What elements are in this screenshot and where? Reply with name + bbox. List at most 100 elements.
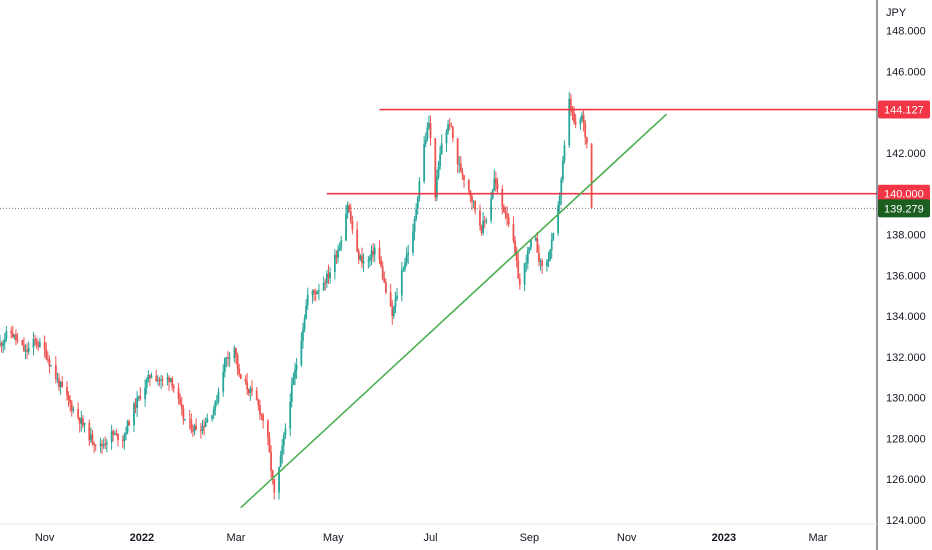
candle-body [13, 334, 16, 338]
candle [346, 201, 349, 219]
candle-body [568, 98, 571, 146]
candle-body [372, 250, 375, 255]
candle-body [526, 250, 529, 264]
candle [463, 174, 465, 188]
candle-body [246, 381, 249, 390]
candle-body [402, 269, 405, 271]
time-tick-label: Nov [617, 532, 637, 544]
candle-body [404, 262, 406, 270]
candle [179, 393, 182, 406]
candle-body [192, 430, 194, 432]
candle [102, 438, 105, 449]
price-tick-label: 146.000 [886, 66, 926, 78]
candle [247, 388, 250, 396]
candle [78, 417, 81, 433]
candle-body [483, 220, 486, 222]
candle [56, 372, 59, 384]
candle-body [549, 250, 552, 260]
candle [552, 232, 555, 242]
candle [404, 257, 406, 273]
candle-body [16, 339, 19, 341]
candle-body [585, 136, 588, 144]
candle [316, 290, 319, 295]
candle-body [590, 143, 593, 208]
candle-body [303, 318, 306, 330]
candle [82, 414, 84, 429]
candle-body [405, 254, 408, 263]
time-axis[interactable]: Nov 2022 Mar May Jul Sep Nov 2023 Mar [35, 532, 828, 544]
candle-body [415, 208, 418, 219]
candle-body [302, 329, 304, 341]
candle [58, 373, 60, 392]
candle [303, 314, 306, 333]
candle [59, 380, 62, 395]
candle-body [318, 290, 320, 292]
candle-body [367, 260, 370, 262]
candle-body [78, 417, 81, 424]
candle [184, 418, 186, 422]
candle [38, 338, 41, 349]
candle-body [284, 428, 287, 436]
candle-body [182, 408, 185, 420]
candle [268, 431, 271, 453]
time-tick-label: May [323, 532, 344, 544]
candle [507, 213, 510, 228]
candle [37, 340, 40, 352]
candle [389, 283, 392, 307]
candle-body [560, 179, 563, 197]
candle-body [247, 389, 250, 394]
candle [383, 271, 386, 284]
candle [0, 341, 3, 353]
candle [574, 114, 577, 129]
candle-body [137, 395, 140, 398]
candle [558, 192, 561, 213]
candle-body [362, 260, 365, 264]
candle-body [445, 132, 448, 144]
candle-body [333, 254, 336, 273]
candle [91, 429, 94, 446]
candle-body [389, 292, 392, 307]
candle [402, 266, 405, 272]
candle-body [351, 220, 354, 230]
candle [27, 341, 30, 355]
candle-body [311, 290, 314, 295]
candle [361, 247, 363, 269]
candle [26, 343, 29, 360]
candle [262, 412, 264, 429]
candle [266, 418, 269, 446]
candle-body [217, 391, 220, 402]
candle [550, 232, 553, 259]
candle-body [161, 379, 164, 381]
candle [359, 254, 362, 262]
candle [270, 445, 272, 479]
candle [362, 253, 365, 273]
time-tick-label: 2023 [712, 532, 736, 544]
candle [137, 395, 140, 402]
candle [228, 352, 231, 367]
candle-body [46, 358, 49, 360]
candle-body [571, 109, 574, 113]
time-tick-label: Mar [227, 532, 246, 544]
candle [413, 216, 416, 241]
candle-body [113, 433, 116, 435]
candle [461, 167, 464, 181]
candle-body [584, 123, 587, 137]
candle-body [450, 125, 453, 127]
candle-body [485, 220, 488, 222]
candles-layer [0, 91, 593, 500]
support-trendline[interactable] [240, 113, 668, 509]
candle [439, 145, 441, 171]
candle [128, 419, 131, 426]
candle [193, 423, 196, 436]
candle-body [479, 210, 481, 226]
candle [24, 344, 27, 360]
candle [451, 126, 454, 143]
candle-body [50, 365, 52, 367]
candle-body [541, 260, 544, 266]
level-price-badge-bg [878, 184, 930, 203]
candle [171, 376, 174, 391]
candle-body [581, 114, 583, 120]
candle [93, 441, 95, 454]
time-tick-label: Sep [520, 532, 540, 544]
candle-body [260, 414, 263, 416]
